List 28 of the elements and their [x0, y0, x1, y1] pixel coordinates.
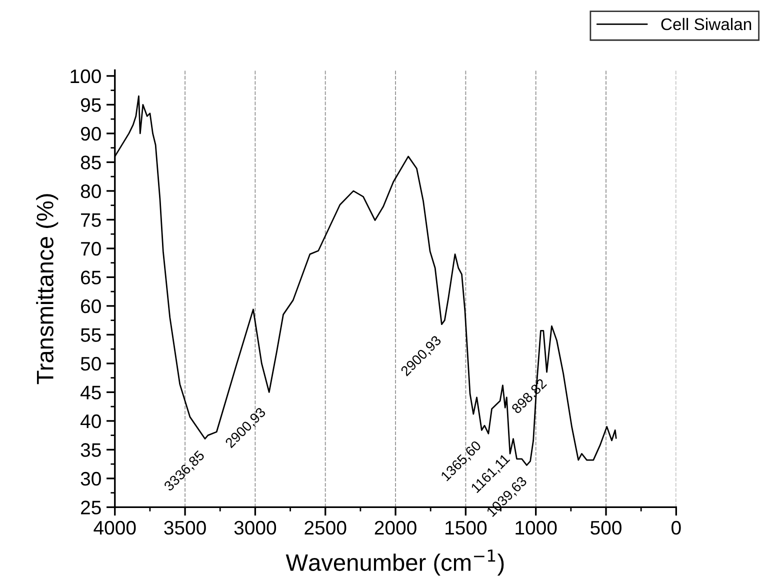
y-tick-label: 80 — [80, 184, 101, 198]
y-tick-label: 55 — [80, 328, 101, 342]
x-tick-label: 4000 — [94, 520, 136, 535]
y-tick-label: 95 — [80, 98, 101, 112]
x-tick-label: 2500 — [304, 520, 346, 535]
y-tick-label: 90 — [80, 126, 101, 141]
y-tick-label: 35 — [80, 443, 101, 457]
x-tick-label: 1500 — [446, 520, 487, 535]
y-tick-label: 70 — [81, 242, 101, 256]
y-tick-label: 60 — [81, 299, 101, 314]
x-tick-label: 0 — [672, 520, 681, 535]
x-tick-label: 3000 — [234, 520, 276, 535]
y-tick-label: 45 — [80, 386, 101, 400]
x-tick-label: 2000 — [374, 520, 416, 535]
legend-label: Cell Siwalan — [661, 18, 752, 30]
x-tick-label: 3500 — [164, 520, 206, 535]
y-tick-label: 75 — [81, 213, 101, 227]
x-axis-title: Wavenumber (cm$^{−1}$) — [286, 550, 504, 576]
y-tick-label: 85 — [80, 156, 101, 170]
y-tick-label: 30 — [80, 472, 101, 486]
y-tick-label: 25 — [81, 500, 101, 514]
x-tick-label: 1000 — [516, 520, 557, 535]
y-tick-label: 40 — [80, 414, 101, 428]
x-tick-label: 500 — [590, 520, 622, 535]
y-axis-title: Transmittance (%) — [36, 194, 58, 384]
y-tick-label: 100 — [70, 69, 101, 84]
y-tick-label: 50 — [80, 356, 101, 371]
y-tick-label: 65 — [81, 270, 101, 284]
